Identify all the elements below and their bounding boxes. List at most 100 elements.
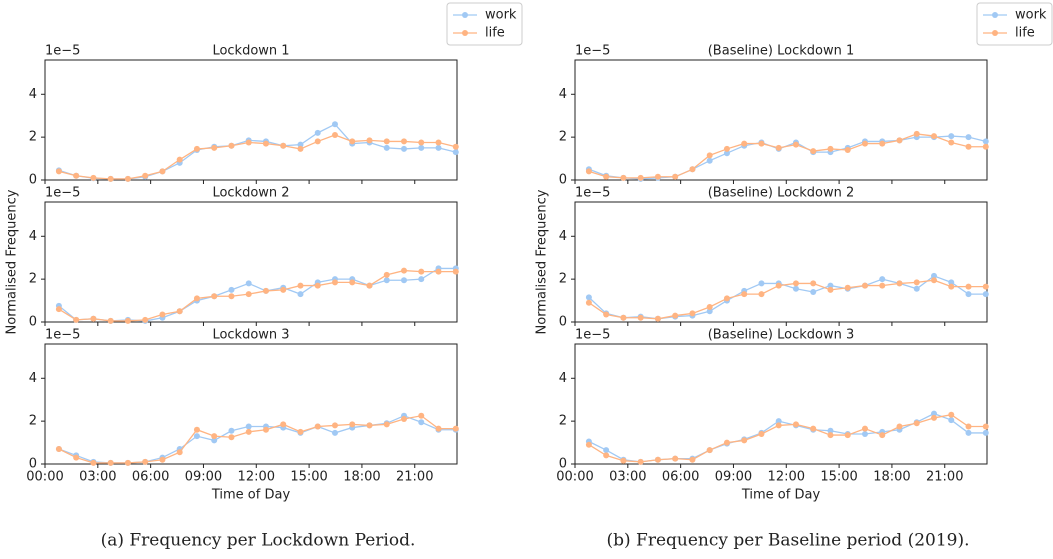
data-point [383, 421, 390, 428]
data-point [948, 279, 955, 286]
data-point [90, 459, 97, 466]
data-point [603, 311, 610, 318]
y-tick-label: 0 [29, 457, 37, 472]
legend-label: work [1015, 8, 1047, 23]
data-point [366, 282, 373, 289]
data-point [314, 138, 321, 145]
plot-frame [44, 59, 458, 181]
data-point [107, 459, 114, 466]
subplot-title: Lockdown 1 [212, 44, 289, 59]
x-axis-label: Time of Day [211, 488, 291, 503]
data-point [349, 421, 356, 428]
data-point [297, 291, 304, 298]
data-point [913, 420, 920, 427]
data-point [810, 280, 817, 287]
data-point [965, 134, 972, 141]
data-point [723, 150, 730, 157]
data-point [758, 140, 765, 147]
data-point [810, 148, 817, 155]
data-point [245, 280, 252, 287]
data-point [741, 140, 748, 147]
data-point [314, 282, 321, 289]
y-tick-label: 2 [29, 414, 37, 429]
data-point [948, 139, 955, 146]
data-point [672, 312, 679, 319]
data-point [982, 291, 989, 298]
data-point [741, 437, 748, 444]
data-point [193, 426, 200, 433]
data-point [844, 432, 851, 439]
data-point [159, 168, 166, 175]
subplot-title: (Baseline) Lockdown 2 [708, 186, 855, 201]
x-tick-label: 09:00 [715, 470, 752, 485]
data-point [792, 280, 799, 287]
data-point [775, 418, 782, 425]
legend-marker [462, 12, 468, 18]
data-point [741, 291, 748, 298]
data-point [706, 304, 713, 310]
series-line [588, 414, 986, 463]
data-point [982, 429, 989, 436]
data-point [603, 173, 610, 180]
data-point [810, 425, 817, 432]
series-line [588, 275, 986, 320]
data-point [913, 285, 920, 292]
data-point [775, 422, 782, 429]
y-tick-label: 2 [559, 414, 567, 429]
series-line [58, 267, 456, 322]
data-point [585, 299, 592, 306]
data-point [262, 426, 269, 433]
series-line [58, 134, 456, 180]
subplot: (Baseline) Lockdown 2 1e−5 0 2 4 Normalised F… [535, 186, 989, 334]
data-point [142, 458, 149, 465]
data-point [435, 139, 442, 146]
offset-text: 1e−5 [45, 186, 80, 201]
data-point [73, 454, 80, 461]
data-point [948, 283, 955, 290]
y-tick-label: 4 [559, 87, 567, 102]
data-point [159, 311, 166, 318]
data-point [689, 166, 696, 173]
data-point [861, 425, 868, 432]
data-point [792, 285, 799, 292]
data-point [262, 140, 269, 147]
legend-marker [462, 30, 468, 36]
data-point [861, 282, 868, 289]
data-point [331, 279, 338, 286]
data-point [452, 149, 459, 156]
data-point [418, 139, 425, 146]
subplot-title: (Baseline) Lockdown 1 [708, 44, 855, 59]
data-point [142, 172, 149, 179]
data-point [637, 458, 644, 465]
data-point [706, 447, 713, 454]
data-point [418, 144, 425, 151]
data-point [73, 172, 80, 179]
data-point [228, 286, 235, 293]
offset-text: 1e−5 [575, 44, 610, 59]
data-point [896, 137, 903, 144]
data-point [314, 129, 321, 136]
data-point [775, 144, 782, 151]
data-point [672, 173, 679, 180]
subplot: Lockdown 2 1e−5 0 2 4 Normalised Frequency [5, 186, 459, 334]
x-tick-label: 12:00 [238, 470, 275, 485]
data-point [262, 287, 269, 294]
data-point [331, 422, 338, 429]
x-tick-label: 00:00 [556, 470, 593, 485]
subplot-title: (Baseline) Lockdown 3 [708, 328, 855, 343]
subplot-title: Lockdown 2 [212, 186, 289, 201]
data-point [689, 310, 696, 317]
data-point [913, 279, 920, 286]
data-point [401, 145, 408, 152]
data-point [107, 317, 114, 324]
data-point [654, 315, 661, 322]
caption: (b) Frequency per Baseline period (2019)… [606, 531, 969, 551]
offset-text: 1e−5 [575, 186, 610, 201]
data-point [913, 130, 920, 137]
data-point [193, 433, 200, 440]
data-point [176, 449, 183, 456]
data-point [228, 293, 235, 300]
data-point [90, 315, 97, 322]
data-point [228, 142, 235, 149]
data-point [418, 268, 425, 275]
